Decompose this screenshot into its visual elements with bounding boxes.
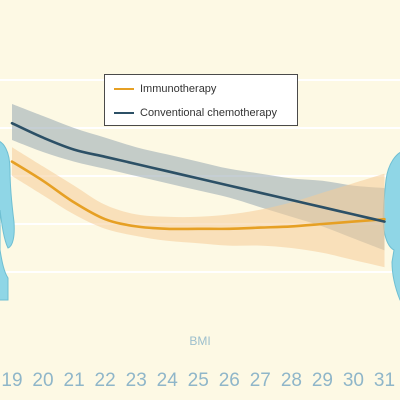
x-tick-label-21: 21 [64, 370, 85, 391]
x-tick-label-23: 23 [126, 370, 147, 391]
x-tick-label-19: 19 [1, 370, 22, 391]
legend: Immunotherapy Conventional chemotherapy [104, 74, 298, 126]
x-tick-label-20: 20 [32, 370, 53, 391]
x-tick-label-26: 26 [219, 370, 240, 391]
x-tick-label-31: 31 [374, 370, 395, 391]
legend-item-conventional-chemotherapy: Conventional chemotherapy [114, 105, 277, 121]
x-tick-label-27: 27 [250, 370, 271, 391]
series-lines [10, 121, 386, 231]
x-tick-label-28: 28 [281, 370, 302, 391]
x-tick-label-25: 25 [188, 370, 209, 391]
x-tick-label-29: 29 [312, 370, 333, 391]
x-axis-title: BMI [189, 334, 210, 348]
human-figure-icon-left [0, 141, 15, 301]
legend-label-conventional-chemotherapy: Conventional chemotherapy [140, 107, 277, 119]
line-series-1 [10, 121, 386, 223]
x-tick-labels: 19 20 21 22 23 24 25 26 27 28 29 30 31 [1, 370, 395, 391]
legend-swatch-immunotherapy [114, 88, 134, 90]
x-tick-label-22: 22 [95, 370, 116, 391]
line-series-0 [10, 160, 386, 231]
legend-swatch-conventional-chemotherapy [114, 112, 134, 114]
legend-item-immunotherapy: Immunotherapy [114, 81, 216, 97]
legend-label-immunotherapy: Immunotherapy [140, 83, 217, 95]
x-tick-label-24: 24 [157, 370, 179, 391]
band-series-0 [12, 147, 385, 268]
human-figure-icon-right [382, 152, 400, 301]
x-tick-label-30: 30 [343, 370, 364, 391]
